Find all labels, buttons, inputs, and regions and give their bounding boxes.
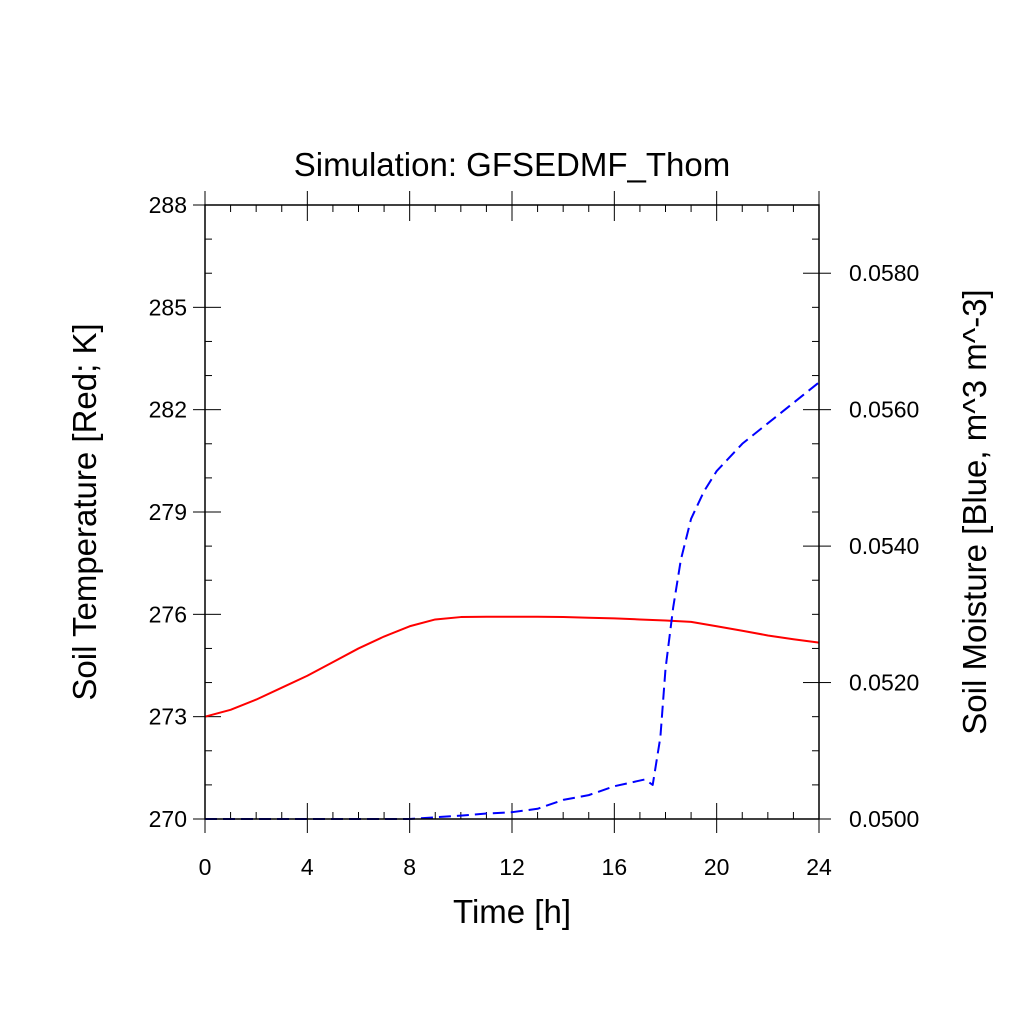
soil-temperature-line <box>204 615 820 718</box>
y-left-tick-label: 282 <box>149 397 187 423</box>
y-left-tick-label: 279 <box>149 499 187 525</box>
y-left-tick-label: 276 <box>149 601 187 627</box>
x-tick-label: 12 <box>499 854 525 880</box>
series-layer <box>204 381 820 820</box>
y-right-tick-label: 0.0540 <box>849 533 919 559</box>
y-right-tick-label: 0.0560 <box>849 397 919 423</box>
soil-moisture-line <box>205 381 820 820</box>
y-left-tick-label: 288 <box>149 192 187 218</box>
y-right-tick-label: 0.0580 <box>849 260 919 286</box>
x-axis-label: Time [h] <box>453 893 571 930</box>
y-axis-right-label: Soil Moisture [Blue, m^3 m^-3] <box>956 289 993 734</box>
y-left-tick-label: 285 <box>149 294 187 320</box>
chart-title: Simulation: GFSEDMF_Thom <box>294 146 730 183</box>
x-tick-label: 20 <box>704 854 730 880</box>
x-tick-label: 24 <box>806 854 832 880</box>
y-axis-left-label: Soil Temperature [Red; K] <box>66 323 103 700</box>
y-left-tick-label: 270 <box>149 806 187 832</box>
ticks-layer: 0 4 8 12 16 20 24 270 273 276 279 282 285 288 0.0500 0.… <box>149 191 919 880</box>
y-right-tick-label: 0.0520 <box>849 670 919 696</box>
x-tick-label: 8 <box>403 854 416 880</box>
y-left-tick-label: 273 <box>149 704 187 730</box>
x-tick-label: 16 <box>602 854 628 880</box>
plot-frame <box>204 204 820 820</box>
x-tick-label: 0 <box>199 854 212 880</box>
x-tick-label: 4 <box>301 854 314 880</box>
y-right-tick-label: 0.0500 <box>849 806 919 832</box>
